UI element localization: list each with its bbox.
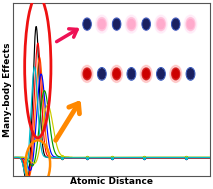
Circle shape	[187, 69, 194, 79]
Circle shape	[83, 68, 91, 80]
Circle shape	[158, 19, 164, 29]
Circle shape	[112, 17, 122, 31]
Circle shape	[98, 69, 105, 79]
Circle shape	[186, 17, 195, 31]
Circle shape	[96, 15, 108, 33]
Circle shape	[99, 19, 105, 29]
Circle shape	[155, 15, 167, 33]
Circle shape	[125, 15, 138, 33]
Circle shape	[128, 19, 135, 29]
Circle shape	[113, 19, 120, 29]
Circle shape	[141, 17, 151, 31]
Circle shape	[83, 19, 91, 29]
Circle shape	[172, 68, 180, 80]
Circle shape	[184, 15, 197, 33]
Circle shape	[81, 65, 93, 82]
Circle shape	[114, 70, 119, 78]
Circle shape	[143, 70, 149, 78]
Circle shape	[112, 68, 121, 80]
Circle shape	[140, 65, 152, 82]
Circle shape	[157, 69, 165, 79]
Circle shape	[170, 65, 182, 82]
Circle shape	[156, 17, 166, 31]
Circle shape	[142, 68, 150, 80]
Y-axis label: Many-body Effects: Many-body Effects	[3, 42, 12, 137]
Circle shape	[82, 17, 92, 31]
Circle shape	[128, 69, 135, 79]
X-axis label: Atomic Distance: Atomic Distance	[70, 177, 153, 186]
Circle shape	[142, 19, 150, 29]
Circle shape	[172, 19, 179, 29]
Circle shape	[97, 17, 106, 31]
Circle shape	[171, 17, 181, 31]
Circle shape	[84, 70, 90, 78]
Circle shape	[187, 19, 194, 29]
Circle shape	[111, 65, 122, 82]
Circle shape	[173, 70, 179, 78]
Circle shape	[127, 17, 136, 31]
